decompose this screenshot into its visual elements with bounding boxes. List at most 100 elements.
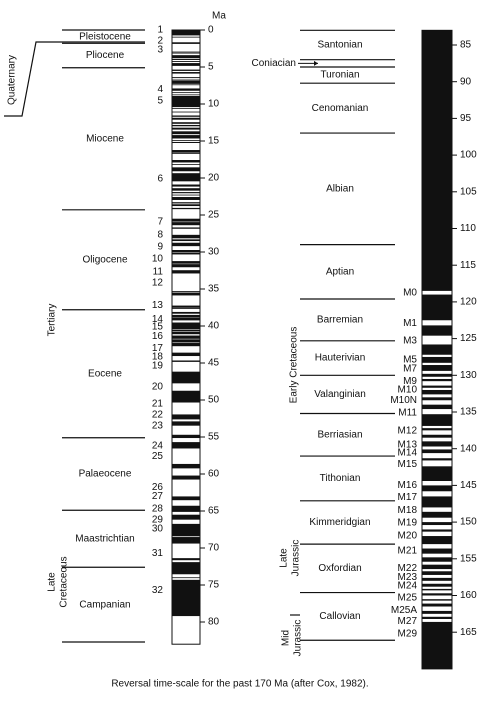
normal-polarity bbox=[172, 173, 200, 182]
normal-polarity bbox=[172, 261, 200, 264]
normal-polarity bbox=[172, 514, 200, 520]
stage-label: Oxfordian bbox=[318, 563, 361, 574]
normal-polarity bbox=[172, 291, 200, 293]
normal-polarity bbox=[172, 329, 200, 332]
normal-polarity bbox=[172, 194, 200, 196]
anomaly-label: M3 bbox=[403, 335, 417, 346]
normal-polarity bbox=[422, 610, 452, 614]
normal-polarity bbox=[172, 414, 200, 420]
anomaly-label: 16 bbox=[152, 331, 164, 342]
tick-label: 90 bbox=[460, 76, 472, 87]
normal-polarity bbox=[172, 496, 200, 501]
normal-polarity bbox=[172, 252, 200, 255]
normal-polarity bbox=[172, 30, 200, 36]
normal-polarity bbox=[172, 188, 200, 191]
anomaly-label: M25A bbox=[391, 605, 417, 616]
normal-polarity bbox=[172, 242, 200, 247]
normal-polarity bbox=[172, 152, 200, 154]
tick-label: 5 bbox=[208, 62, 214, 73]
normal-polarity bbox=[422, 385, 452, 388]
normal-polarity bbox=[172, 343, 200, 347]
normal-polarity bbox=[172, 52, 200, 54]
normal-polarity bbox=[172, 339, 200, 343]
anomaly-label: 5 bbox=[157, 96, 163, 107]
normal-polarity bbox=[172, 537, 200, 544]
normal-polarity bbox=[422, 511, 452, 518]
anomaly-label: M23 bbox=[398, 572, 418, 583]
normal-polarity bbox=[422, 548, 452, 554]
normal-polarity bbox=[172, 124, 200, 127]
normal-polarity bbox=[172, 61, 200, 62]
normal-polarity bbox=[422, 428, 452, 431]
anomaly-label: M25 bbox=[398, 592, 418, 603]
anomaly-label: M20 bbox=[398, 531, 418, 542]
anomaly-label: 21 bbox=[152, 398, 164, 409]
normal-polarity bbox=[422, 485, 452, 492]
normal-polarity bbox=[172, 421, 200, 426]
tick-label: 115 bbox=[460, 260, 476, 271]
stage-label: Kimmeridgian bbox=[309, 517, 370, 528]
tick-label: 30 bbox=[208, 247, 220, 258]
stage-label: Berriasian bbox=[317, 429, 362, 440]
normal-polarity bbox=[422, 397, 452, 401]
anomaly-label: 13 bbox=[152, 300, 164, 311]
anomaly-label: M10N bbox=[390, 395, 417, 406]
normal-polarity bbox=[172, 562, 200, 575]
normal-polarity bbox=[422, 378, 452, 382]
normal-polarity bbox=[172, 192, 200, 194]
stage-label: Cenomanian bbox=[312, 103, 369, 114]
normal-polarity bbox=[172, 150, 200, 153]
normal-polarity bbox=[422, 458, 452, 461]
anomaly-label: M7 bbox=[403, 363, 417, 374]
normal-polarity bbox=[422, 404, 452, 410]
anomaly-label: M27 bbox=[398, 616, 418, 627]
normal-polarity bbox=[422, 389, 452, 395]
normal-polarity bbox=[172, 88, 200, 91]
tick-label: 100 bbox=[460, 150, 477, 161]
normal-polarity bbox=[172, 69, 200, 71]
period-label: Jurassic bbox=[293, 620, 304, 657]
normal-polarity bbox=[172, 167, 200, 172]
normal-polarity bbox=[172, 204, 200, 207]
anomaly-label: M29 bbox=[398, 628, 418, 639]
stage-label: Miocene bbox=[86, 133, 124, 144]
tick-label: 80 bbox=[208, 617, 220, 628]
stage-label: Oligocene bbox=[82, 254, 127, 265]
normal-polarity bbox=[422, 577, 452, 581]
normal-polarity bbox=[172, 131, 200, 135]
normal-polarity bbox=[422, 414, 452, 426]
anomaly-label: 30 bbox=[152, 523, 164, 534]
anomaly-label: 17 bbox=[152, 343, 164, 354]
normal-polarity bbox=[422, 571, 452, 575]
tick-label: 25 bbox=[208, 210, 220, 221]
normal-polarity bbox=[172, 123, 200, 124]
normal-polarity bbox=[172, 505, 200, 512]
normal-polarity bbox=[172, 36, 200, 38]
normal-polarity bbox=[172, 92, 200, 94]
normal-polarity bbox=[422, 603, 452, 607]
tick-label: 135 bbox=[460, 407, 477, 418]
normal-polarity bbox=[172, 63, 200, 66]
period-label: Cretaceous bbox=[59, 556, 70, 607]
normal-polarity bbox=[172, 311, 200, 314]
normal-polarity bbox=[172, 111, 200, 113]
normal-polarity bbox=[422, 496, 452, 508]
anomaly-label: M24 bbox=[398, 581, 418, 592]
normal-polarity bbox=[172, 579, 200, 617]
stage-label: Maastrichtian bbox=[75, 533, 134, 544]
tick-label: 35 bbox=[208, 284, 220, 295]
tick-label: 75 bbox=[208, 580, 220, 591]
anomaly-label: 19 bbox=[152, 361, 164, 372]
normal-polarity bbox=[172, 164, 200, 165]
arrow-head bbox=[314, 60, 318, 66]
normal-polarity bbox=[422, 325, 452, 336]
stage-label: Campanian bbox=[79, 599, 130, 610]
normal-polarity bbox=[172, 80, 200, 84]
normal-polarity bbox=[422, 564, 452, 570]
tick-label: 20 bbox=[208, 173, 220, 184]
anomaly-label: 29 bbox=[152, 515, 164, 526]
anomaly-label: M19 bbox=[398, 517, 418, 528]
normal-polarity bbox=[172, 335, 200, 339]
tick-label: 120 bbox=[460, 297, 477, 308]
anomaly-label: 27 bbox=[152, 491, 164, 502]
